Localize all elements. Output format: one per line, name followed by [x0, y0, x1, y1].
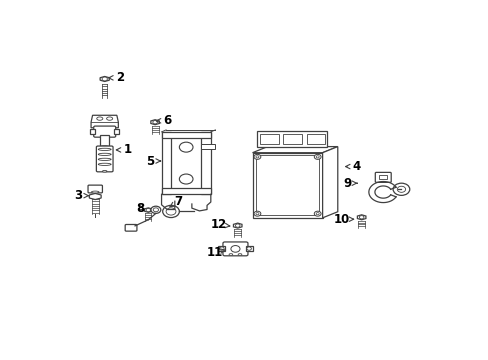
Polygon shape	[233, 223, 242, 228]
Bar	[90, 129, 95, 134]
Ellipse shape	[228, 253, 232, 255]
Circle shape	[102, 77, 107, 81]
Circle shape	[230, 246, 240, 252]
Circle shape	[253, 154, 260, 159]
Circle shape	[314, 211, 321, 216]
Text: 2: 2	[108, 71, 123, 84]
Ellipse shape	[99, 146, 110, 149]
Bar	[161, 132, 210, 138]
Circle shape	[179, 142, 193, 152]
Polygon shape	[144, 208, 152, 212]
Text: 10: 10	[333, 213, 353, 226]
Circle shape	[255, 212, 259, 215]
Polygon shape	[100, 76, 109, 81]
Ellipse shape	[98, 153, 111, 156]
Ellipse shape	[102, 170, 107, 172]
Text: 4: 4	[345, 160, 360, 173]
FancyBboxPatch shape	[88, 185, 102, 193]
Bar	[260, 134, 278, 144]
FancyBboxPatch shape	[94, 126, 116, 137]
Ellipse shape	[98, 148, 111, 150]
Bar	[252, 153, 322, 218]
Ellipse shape	[238, 253, 242, 255]
Bar	[201, 144, 214, 149]
Polygon shape	[322, 147, 337, 218]
FancyBboxPatch shape	[96, 146, 113, 172]
Polygon shape	[91, 115, 118, 128]
Text: 8: 8	[136, 202, 144, 215]
Circle shape	[316, 156, 319, 158]
Circle shape	[153, 208, 158, 212]
Bar	[161, 188, 210, 194]
Ellipse shape	[97, 117, 102, 120]
Circle shape	[359, 216, 363, 219]
Text: 3: 3	[74, 189, 88, 202]
Circle shape	[163, 205, 179, 217]
Circle shape	[255, 156, 259, 158]
Text: 5: 5	[146, 154, 160, 167]
Circle shape	[246, 247, 251, 250]
Circle shape	[151, 206, 161, 213]
FancyBboxPatch shape	[374, 172, 390, 183]
Bar	[283, 134, 301, 144]
Text: 9: 9	[343, 177, 356, 190]
Bar	[218, 246, 225, 251]
Circle shape	[392, 183, 409, 195]
Text: 6: 6	[156, 114, 171, 127]
Circle shape	[219, 247, 224, 250]
Ellipse shape	[98, 163, 111, 166]
Bar	[201, 132, 210, 194]
Circle shape	[235, 224, 240, 227]
Bar	[245, 246, 252, 251]
Text: 12: 12	[210, 218, 229, 231]
Polygon shape	[150, 120, 159, 125]
Polygon shape	[257, 131, 326, 147]
Bar	[306, 134, 325, 144]
FancyBboxPatch shape	[223, 242, 247, 256]
Text: 7: 7	[169, 195, 183, 208]
Bar	[114, 129, 119, 134]
FancyBboxPatch shape	[125, 225, 137, 231]
Circle shape	[179, 174, 193, 184]
Bar	[256, 156, 318, 215]
Text: 1: 1	[116, 143, 131, 157]
Polygon shape	[357, 215, 365, 220]
Text: 11: 11	[206, 246, 225, 259]
Ellipse shape	[91, 191, 99, 193]
Ellipse shape	[106, 117, 112, 120]
Bar	[161, 132, 171, 194]
Bar	[100, 135, 109, 147]
Polygon shape	[252, 147, 337, 153]
Circle shape	[146, 208, 150, 212]
Circle shape	[316, 212, 319, 215]
Circle shape	[253, 211, 260, 216]
Circle shape	[396, 186, 405, 192]
Bar	[379, 175, 386, 179]
Ellipse shape	[98, 158, 111, 161]
Circle shape	[166, 208, 176, 215]
Circle shape	[153, 121, 157, 124]
Circle shape	[314, 154, 321, 159]
Polygon shape	[89, 193, 101, 199]
